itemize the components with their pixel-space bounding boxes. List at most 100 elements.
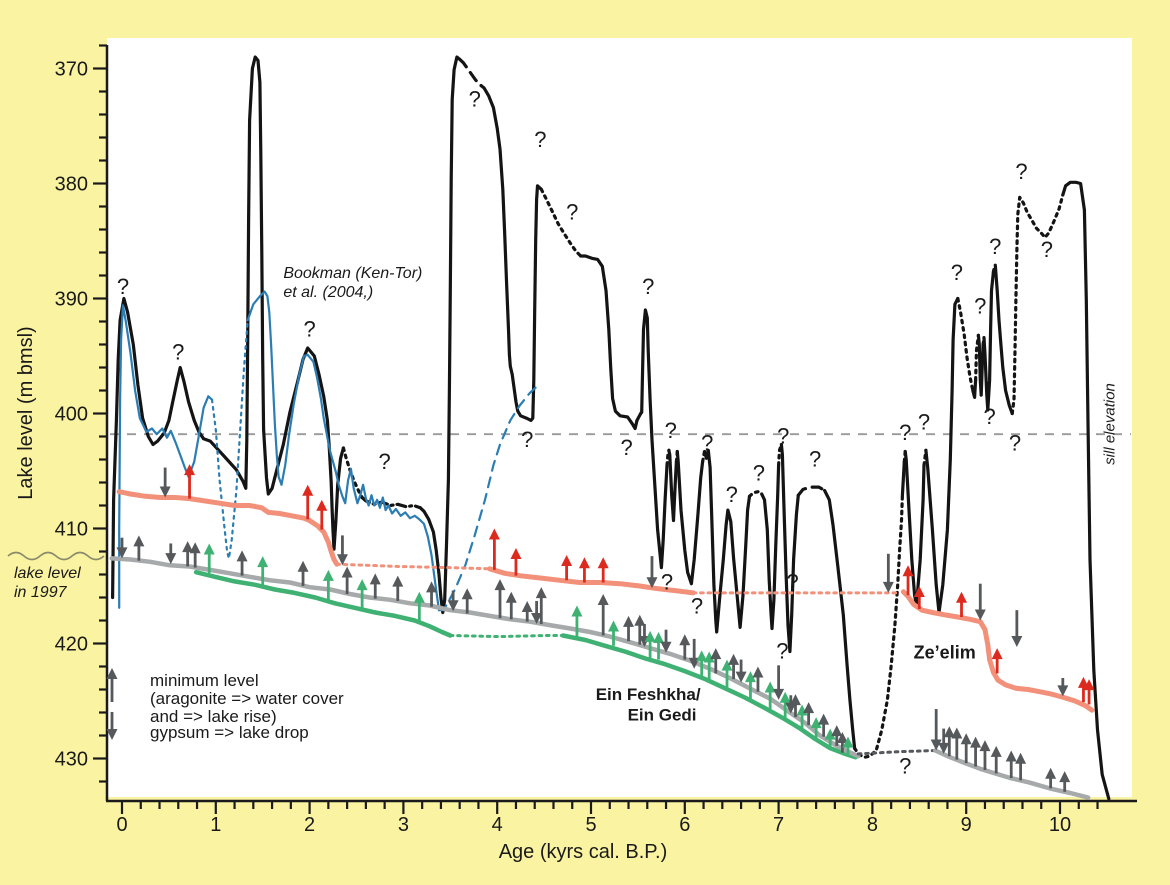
legend-down-arrow: [106, 712, 118, 740]
lake-rise-arrow: [696, 650, 708, 678]
series-ein_gedi-dotted-segment: [856, 749, 937, 756]
lake-rise-arrow: [679, 634, 691, 660]
lake-rise-arrow: [789, 694, 801, 718]
y-tick-label: 390: [55, 289, 88, 311]
lake-rise-arrow: [189, 542, 201, 568]
series-zeelim-solid-segment: [116, 489, 340, 567]
series-bookman-solid-segment: [246, 290, 441, 612]
series-main_curve-dotted-segment: [991, 263, 997, 274]
question-mark: ?: [776, 639, 788, 664]
series-main_curve-solid-segment: [903, 449, 926, 608]
question-mark: ?: [753, 460, 765, 485]
question-mark: ?: [984, 404, 996, 429]
question-mark: ?: [642, 274, 654, 299]
lake-drop-arrow: [785, 695, 797, 714]
lake-rise-arrow: [913, 586, 925, 609]
legend-up-arrow: [106, 668, 118, 702]
lake-rise-arrow: [341, 566, 353, 595]
lake-rise-arrow: [302, 484, 314, 520]
series-main_curve-solid-segment: [982, 270, 996, 412]
series-main_curve-solid-segment: [993, 263, 1014, 416]
series-main_curve: [110, 55, 1111, 801]
lake-rise-arrow: [356, 579, 368, 609]
series-main_curve-dotted-segment: [922, 448, 928, 467]
lake-rise-arrow: [623, 615, 635, 642]
x-tick-label: 10: [1049, 814, 1071, 836]
series-main_curve-dotted-segment: [539, 187, 583, 258]
lake-drop-arrow: [974, 583, 986, 621]
lake-rise-arrow: [824, 728, 836, 750]
question-mark: ?: [787, 570, 799, 595]
question-mark: ?: [989, 234, 1001, 259]
x-tick-label: 0: [116, 814, 127, 836]
series-main_curve-solid-segment: [479, 84, 543, 422]
question-mark: ?: [974, 294, 986, 319]
x-tick-label: 7: [773, 814, 784, 836]
lake-rise-arrow: [597, 594, 609, 636]
y-tick-label: 380: [55, 174, 88, 196]
lake-drop-arrow: [930, 709, 942, 751]
lake-rise-arrow: [644, 630, 656, 659]
ein-feshkha-label: Ein Feshkha/: [596, 685, 701, 704]
lake-rise-arrow: [608, 620, 620, 646]
series-main_curve-solid-segment: [822, 488, 857, 750]
lake-drop-arrow: [773, 665, 785, 700]
lake-rise-arrow: [818, 713, 830, 737]
question-mark: ?: [691, 594, 703, 619]
series-main_curve-solid-segment: [667, 448, 679, 523]
question-mark: ?: [534, 127, 546, 152]
x-tick-label: 9: [961, 814, 972, 836]
lake-drop-arrow: [165, 543, 177, 565]
lake-rise-arrow: [413, 591, 425, 622]
lake-rise-arrow: [1005, 750, 1017, 779]
question-mark: ?: [303, 317, 315, 342]
lake-rise-arrow: [970, 736, 982, 767]
lake-rise-arrow: [133, 535, 145, 561]
lake-rise-arrow: [1059, 771, 1071, 792]
lake-rise-arrow: [488, 528, 500, 570]
question-mark: ?: [661, 570, 673, 595]
series-zeelim: [116, 489, 1095, 713]
series-main_curve-solid-segment: [971, 378, 978, 399]
series-main_curve-dashed-segment: [796, 485, 827, 497]
plot-area: [107, 38, 1132, 797]
question-mark: ?: [665, 418, 677, 443]
lake-drop-arrow: [1057, 678, 1069, 697]
y-tick-label: 400: [55, 404, 88, 426]
y-tick-label: 420: [55, 634, 88, 656]
lake-rise-arrow: [836, 732, 848, 753]
lake-rise-arrow: [461, 588, 473, 614]
lake-drop-arrow: [882, 553, 894, 593]
lake-rise-arrow: [1015, 752, 1027, 781]
lake-rise-arrow: [956, 591, 968, 618]
lake-rise-arrow: [943, 726, 955, 757]
legend-text: gypsum => lake drop: [150, 723, 309, 742]
axis-break-squiggle: [7, 551, 105, 561]
series-main_curve-solid-segment: [924, 296, 960, 615]
series-main_curve-solid-segment: [675, 449, 705, 586]
lake-drop-arrow: [531, 600, 543, 624]
lake-rise-arrow: [236, 550, 248, 576]
question-mark: ?: [521, 427, 533, 452]
zeelim-label: Ze’elim: [914, 643, 976, 663]
lake-rise-arrow: [831, 725, 843, 746]
lake-rise-arrow: [578, 557, 590, 583]
lake-drop-arrow: [660, 629, 672, 653]
ein-gedi-label: Ein Gedi: [628, 706, 697, 725]
lake-rise-arrow: [521, 600, 533, 622]
bookman-label: Bookman (Ken-Tor): [283, 265, 422, 282]
lake-drop-arrow: [447, 590, 459, 612]
series-zeelim-solid-segment: [900, 589, 1095, 713]
question-mark: ?: [621, 435, 633, 460]
series-main_curve-solid-segment: [418, 55, 462, 615]
lake-rise-arrow: [510, 548, 522, 576]
question-mark: ?: [809, 447, 821, 472]
lake-rise-arrow: [951, 727, 963, 760]
series-main_curve-solid-segment: [639, 308, 669, 570]
lake-rise-arrow: [703, 651, 715, 680]
lake-rise-arrow: [979, 740, 991, 770]
series-main_curve-dotted-segment: [956, 296, 975, 393]
series-main_curve-solid-segment: [900, 460, 906, 497]
lake-rise-arrow: [203, 543, 215, 574]
lake-drop-arrow: [735, 659, 747, 683]
